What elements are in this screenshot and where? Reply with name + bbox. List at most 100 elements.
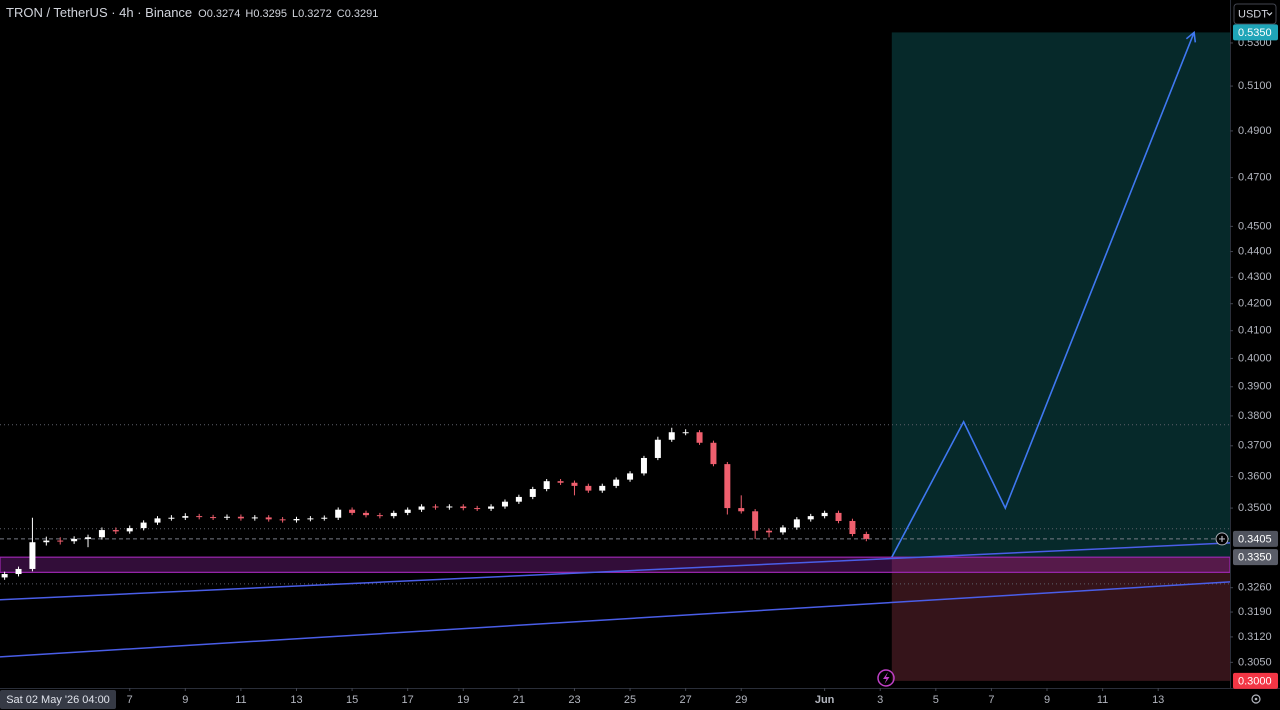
x-tick-label: 3 (877, 694, 883, 706)
candle-body (571, 482, 578, 486)
ohlc-value: 0.3295 (253, 8, 287, 20)
candle-body (627, 473, 634, 480)
ohlc-value: 0.3291 (345, 8, 379, 20)
candle-body (682, 432, 689, 434)
y-tick-label: 0.3050 (1238, 656, 1272, 668)
candle-body (460, 506, 467, 509)
lightning-ring[interactable] (877, 669, 895, 687)
x-tick-label: 9 (182, 694, 188, 706)
add-alert-plus (1219, 535, 1225, 542)
settings-icon[interactable] (1251, 694, 1261, 704)
candle-body (752, 511, 759, 531)
candle-body (390, 512, 397, 517)
y-tick-label: 0.3700 (1238, 440, 1272, 452)
y-tick-label: 0.3500 (1238, 502, 1272, 514)
candle-body (835, 512, 842, 521)
candle-body (488, 506, 495, 509)
currency-button[interactable]: USDT (1233, 3, 1277, 25)
candle-body (779, 527, 786, 533)
currency-button-frame[interactable] (1233, 3, 1277, 25)
lightning-icon[interactable] (877, 669, 895, 687)
candle-body (196, 516, 203, 518)
y-tick-label: 0.4000 (1238, 352, 1272, 364)
x-tick-label: 5 (933, 694, 939, 706)
candle-body (585, 485, 592, 491)
x-tick-label: 29 (735, 694, 747, 706)
candle-body (279, 519, 286, 521)
x-tick-label: 11 (235, 694, 246, 706)
candle-body (766, 530, 773, 533)
ohlc-key: H (245, 8, 253, 20)
candle-body (362, 512, 369, 516)
candle-body (599, 485, 606, 491)
trendline (0, 581, 1231, 658)
y-tick-label: 0.5100 (1238, 80, 1272, 92)
candle-body (515, 496, 522, 502)
candle-body (140, 522, 147, 529)
candle-body (1, 574, 8, 578)
currency-button-label[interactable]: USDT (1238, 8, 1268, 20)
candle-body (182, 516, 189, 518)
candle-body (224, 516, 231, 518)
candle-body (376, 515, 383, 517)
ohlc-key: O (198, 8, 207, 20)
candle-body (613, 479, 620, 486)
candle-body (126, 528, 133, 532)
candle-body (863, 534, 870, 539)
candle-body (696, 432, 703, 443)
x-tick-label: 13 (290, 694, 302, 706)
candle-body (807, 516, 814, 520)
x-tick-label: 7 (127, 694, 133, 706)
ohlc-value: 0.3274 (207, 8, 241, 20)
trendline (0, 542, 1231, 601)
candle-body (849, 520, 856, 535)
y-tick-label: 0.4400 (1238, 245, 1272, 257)
candle-body (710, 442, 717, 465)
candle-body (446, 506, 453, 508)
y-tick-label: 0.4200 (1238, 298, 1272, 310)
candle-body (668, 432, 675, 440)
projection-path (891, 32, 1195, 558)
y-tick-label: 0.3260 (1238, 582, 1272, 594)
candle-body (168, 517, 175, 519)
candle-body (501, 501, 508, 507)
candle-body (293, 519, 300, 521)
target-price-badge (1233, 24, 1278, 41)
dropdown-arrow[interactable] (1266, 12, 1273, 16)
chart-layer (0, 30, 1231, 681)
candle-body (418, 506, 425, 510)
entry-price-badge (1233, 549, 1278, 566)
loss-zone (891, 557, 1230, 681)
candle-body (85, 537, 92, 539)
lightning-bolt[interactable] (883, 672, 890, 684)
settings-gear[interactable] (1251, 694, 1261, 704)
candle-body (654, 439, 661, 458)
x-tick-label: 21 (513, 694, 525, 706)
candle-body (112, 530, 119, 532)
y-tick-label: 0.3120 (1238, 631, 1272, 643)
ohlc-value: 0.3272 (298, 8, 332, 20)
target-price-label: 0.5350 (1238, 27, 1272, 39)
settings-hub[interactable] (1254, 697, 1258, 701)
candle-body (474, 508, 481, 510)
y-tick-label: 0.3190 (1238, 606, 1272, 618)
candle-body (307, 518, 314, 520)
x-tick-label: 7 (988, 694, 994, 706)
candle-body (738, 508, 745, 512)
candle-body (349, 509, 356, 513)
ohlc-key: L (292, 8, 298, 20)
candle-body (15, 568, 22, 575)
x-tick-label: 19 (457, 694, 469, 706)
candle-body (543, 481, 550, 490)
x-tick-label: 25 (624, 694, 636, 706)
candle-body (154, 518, 161, 523)
x-tick-label: 15 (346, 694, 358, 706)
candle-body (724, 464, 731, 509)
x-tick-label: 23 (568, 694, 580, 706)
candle-body (71, 538, 78, 542)
candle-body (557, 481, 564, 483)
candle-body (821, 512, 828, 517)
crosshair-time-label: Sat 02 May '26 04:00 (6, 694, 110, 706)
